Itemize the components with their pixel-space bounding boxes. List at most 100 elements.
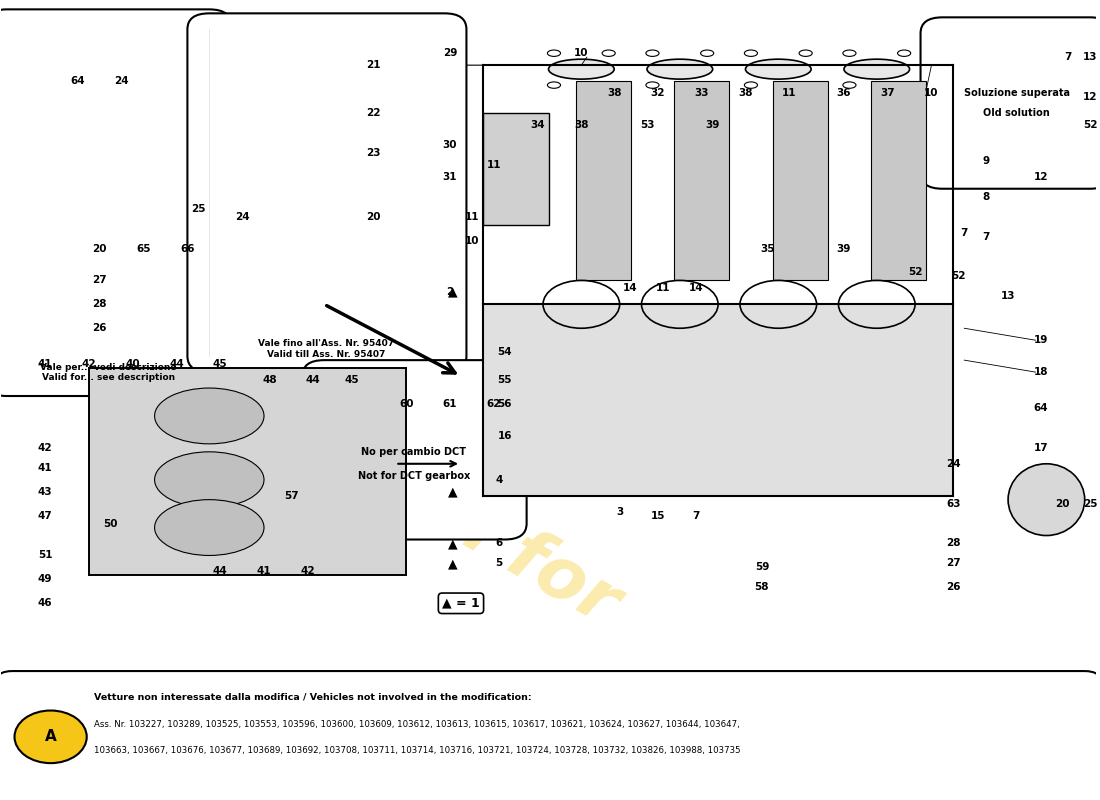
- Text: 5: 5: [496, 558, 503, 569]
- Text: 46: 46: [37, 598, 53, 608]
- Text: 25: 25: [191, 204, 206, 214]
- Text: 24: 24: [234, 212, 250, 222]
- Text: 29: 29: [443, 48, 458, 58]
- Text: 33: 33: [694, 88, 708, 98]
- Text: 41: 41: [37, 462, 53, 473]
- Text: 66: 66: [180, 243, 195, 254]
- Ellipse shape: [843, 50, 856, 56]
- Text: 15: 15: [651, 510, 666, 521]
- Text: Vale fino all'Ass. Nr. 95407: Vale fino all'Ass. Nr. 95407: [258, 339, 395, 348]
- Ellipse shape: [1008, 464, 1085, 535]
- Text: 25: 25: [1082, 498, 1098, 509]
- Ellipse shape: [155, 500, 264, 555]
- Bar: [483, 304, 954, 496]
- Text: 20: 20: [366, 212, 381, 222]
- Text: 59: 59: [755, 562, 769, 573]
- Text: Vetture non interessate dalla modifica / Vehicles not involved in the modificati: Vetture non interessate dalla modifica /…: [95, 693, 532, 702]
- Text: 7: 7: [693, 510, 700, 521]
- Text: 42: 42: [81, 359, 96, 369]
- Text: 53: 53: [640, 120, 654, 130]
- Text: No per cambio DCT: No per cambio DCT: [362, 447, 466, 457]
- Text: 27: 27: [92, 275, 107, 286]
- Text: 50: 50: [103, 518, 118, 529]
- Text: 4: 4: [496, 474, 503, 485]
- Text: 51: 51: [37, 550, 53, 561]
- Text: 44: 44: [306, 375, 320, 385]
- Text: 16: 16: [497, 431, 512, 441]
- Text: 40: 40: [125, 359, 140, 369]
- Text: 21: 21: [366, 60, 381, 70]
- Text: 52: 52: [1082, 120, 1098, 130]
- Ellipse shape: [647, 59, 713, 79]
- Text: ▲: ▲: [448, 286, 458, 299]
- Text: 28: 28: [946, 538, 960, 549]
- Text: Not for DCT gearbox: Not for DCT gearbox: [358, 470, 470, 481]
- Text: 20: 20: [1056, 498, 1070, 509]
- Ellipse shape: [602, 50, 615, 56]
- Text: 39: 39: [705, 120, 719, 130]
- Bar: [871, 81, 926, 281]
- FancyBboxPatch shape: [187, 14, 466, 372]
- Text: 38: 38: [574, 120, 589, 130]
- Text: 43: 43: [37, 486, 53, 497]
- Text: 24: 24: [946, 458, 960, 469]
- Text: 12: 12: [1082, 92, 1098, 102]
- Ellipse shape: [746, 59, 811, 79]
- Text: 42: 42: [37, 443, 53, 453]
- Ellipse shape: [701, 82, 714, 88]
- Circle shape: [14, 710, 87, 763]
- Text: 44: 44: [169, 359, 184, 369]
- Text: 48: 48: [262, 375, 277, 385]
- Text: 26: 26: [92, 323, 107, 334]
- Text: 19: 19: [1034, 335, 1048, 346]
- Text: 27: 27: [946, 558, 960, 569]
- Ellipse shape: [799, 50, 812, 56]
- Ellipse shape: [155, 452, 264, 508]
- Ellipse shape: [646, 82, 659, 88]
- Ellipse shape: [548, 82, 561, 88]
- Text: 36: 36: [837, 88, 851, 98]
- Text: 64: 64: [70, 76, 86, 86]
- Text: 3: 3: [616, 506, 624, 517]
- Text: 47: 47: [37, 510, 53, 521]
- Text: 39: 39: [837, 243, 851, 254]
- Bar: [576, 81, 630, 281]
- Text: 65: 65: [136, 243, 151, 254]
- Text: Soluzione superata: Soluzione superata: [964, 88, 1070, 98]
- Text: ▲ = 1: ▲ = 1: [442, 597, 480, 610]
- Text: 57: 57: [284, 490, 299, 501]
- Ellipse shape: [745, 82, 758, 88]
- Text: 20: 20: [92, 243, 107, 254]
- Bar: [773, 81, 827, 281]
- Text: 8: 8: [982, 192, 990, 202]
- Text: 9: 9: [982, 156, 990, 166]
- FancyBboxPatch shape: [0, 671, 1100, 800]
- Ellipse shape: [844, 59, 910, 79]
- Text: 12: 12: [1034, 172, 1048, 182]
- Text: ▲: ▲: [448, 537, 458, 550]
- Text: 11: 11: [782, 88, 796, 98]
- Text: A: A: [45, 730, 56, 744]
- Text: 6: 6: [496, 538, 503, 549]
- Text: 35: 35: [760, 243, 774, 254]
- Ellipse shape: [799, 82, 812, 88]
- Text: Ass. Nr. 103227, 103289, 103525, 103553, 103596, 103600, 103609, 103612, 103613,: Ass. Nr. 103227, 103289, 103525, 103553,…: [95, 721, 740, 730]
- Text: 103663, 103667, 103676, 103677, 103689, 103692, 103708, 103711, 103714, 103716, : 103663, 103667, 103676, 103677, 103689, …: [95, 746, 741, 755]
- Text: 11: 11: [657, 283, 671, 294]
- Text: 49: 49: [37, 574, 53, 584]
- Text: 58: 58: [755, 582, 769, 592]
- Text: 14: 14: [689, 283, 704, 294]
- FancyBboxPatch shape: [921, 18, 1100, 189]
- Text: 63: 63: [946, 498, 960, 509]
- Text: 61: 61: [443, 399, 458, 409]
- Text: Old solution: Old solution: [983, 108, 1050, 118]
- Text: 56: 56: [497, 399, 512, 409]
- Text: ▲: ▲: [448, 557, 458, 570]
- Text: 44: 44: [213, 566, 228, 577]
- Text: 41: 41: [37, 359, 53, 369]
- Ellipse shape: [602, 82, 615, 88]
- Text: 13: 13: [1082, 52, 1098, 62]
- FancyBboxPatch shape: [302, 360, 527, 539]
- Bar: [483, 113, 549, 225]
- Text: passion for: passion for: [204, 352, 631, 639]
